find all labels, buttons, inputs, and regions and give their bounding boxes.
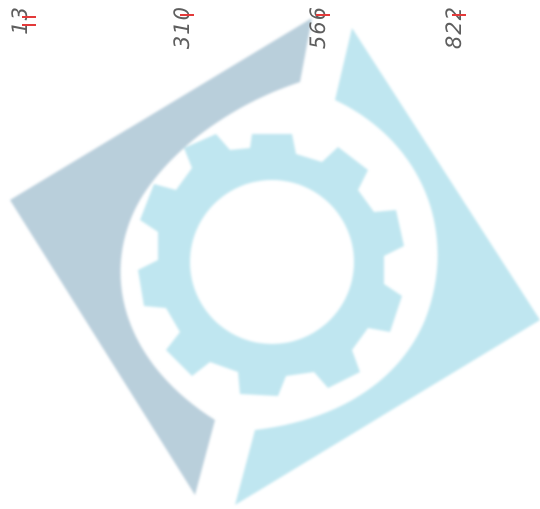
logo-left-segment: [10, 18, 312, 495]
ruler-mark-2: 310: [168, 0, 194, 60]
ruler-mark-4: 822: [440, 0, 466, 60]
ruler-mark-3: 566: [304, 0, 330, 60]
ruler-label: 13: [8, 6, 32, 35]
ruler-tick: [316, 14, 330, 16]
ruler-label: 822: [442, 6, 466, 50]
ruler-label: 310: [170, 6, 194, 50]
logo-right-segment: [235, 28, 540, 505]
logo-gear: [138, 134, 404, 396]
ruler-label: 566: [306, 6, 330, 50]
ruler-tick: [22, 24, 36, 26]
ruler-mark-1: 13: [8, 0, 36, 60]
ruler-tick: [452, 14, 466, 16]
ruler-tick: [22, 16, 36, 18]
ruler-tick: [180, 14, 194, 16]
